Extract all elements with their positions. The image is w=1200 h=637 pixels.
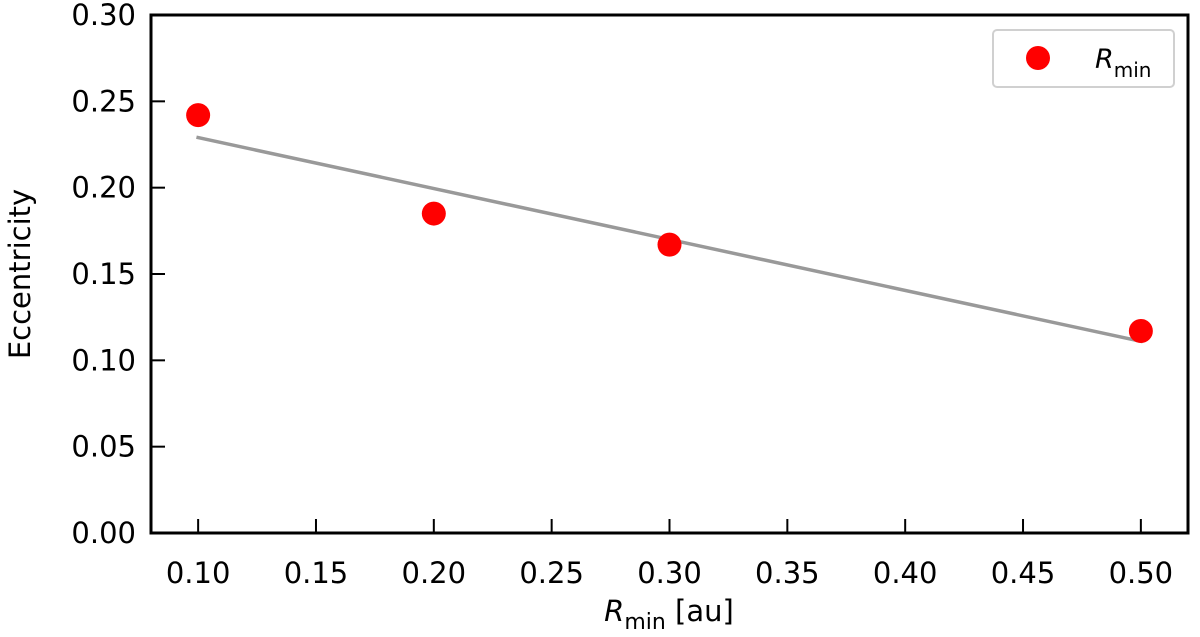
x-axis-label-symbol: R	[604, 594, 624, 628]
y-tick-label: 0.20	[71, 171, 136, 205]
legend-subscript: min	[1114, 58, 1152, 82]
x-axis-label-space	[666, 594, 675, 628]
x-tick-label: 0.10	[166, 556, 231, 590]
x-tick-label: 0.40	[873, 556, 938, 590]
x-axis-label: Rmin [au]	[604, 594, 734, 635]
x-axis-label-subscript: min	[624, 610, 666, 635]
legend-box	[992, 29, 1175, 88]
y-tick-label: 0.15	[71, 257, 136, 291]
legend-symbol: R	[1095, 44, 1114, 75]
x-tick-label: 0.35	[755, 556, 820, 590]
x-tick-label: 0.25	[519, 556, 584, 590]
x-tick-label: 0.30	[637, 556, 702, 590]
x-tick-label: 0.45	[991, 556, 1056, 590]
y-tick-label: 0.05	[71, 430, 136, 464]
x-axis-label-unit: [au]	[675, 594, 734, 628]
data-point	[186, 103, 211, 128]
x-tick-label: 0.15	[284, 556, 349, 590]
legend-marker-rmin	[1026, 46, 1050, 70]
legend-label-rmin: Rmin	[1095, 44, 1151, 82]
plot-frame	[149, 13, 1190, 535]
ticks-layer: 0.10 0.15 0.20 0.25 0.30 0.35 0.40 0.45 0.50 0.00…	[71, 0, 1173, 590]
y-tick-label: 0.25	[71, 84, 136, 118]
data-point	[657, 232, 682, 257]
series-layer	[186, 103, 1153, 344]
legend: Rmin	[992, 29, 1175, 88]
y-tick-label: 0.00	[71, 516, 136, 550]
data-point	[1128, 318, 1153, 343]
y-tick-label: 0.10	[71, 343, 136, 377]
y-axis-label: Eccentricity	[3, 189, 37, 359]
x-tick-label: 0.50	[1109, 556, 1174, 590]
y-tick-label: 0.30	[71, 0, 136, 32]
data-point	[421, 201, 446, 226]
x-tick-label: 0.20	[402, 556, 467, 590]
